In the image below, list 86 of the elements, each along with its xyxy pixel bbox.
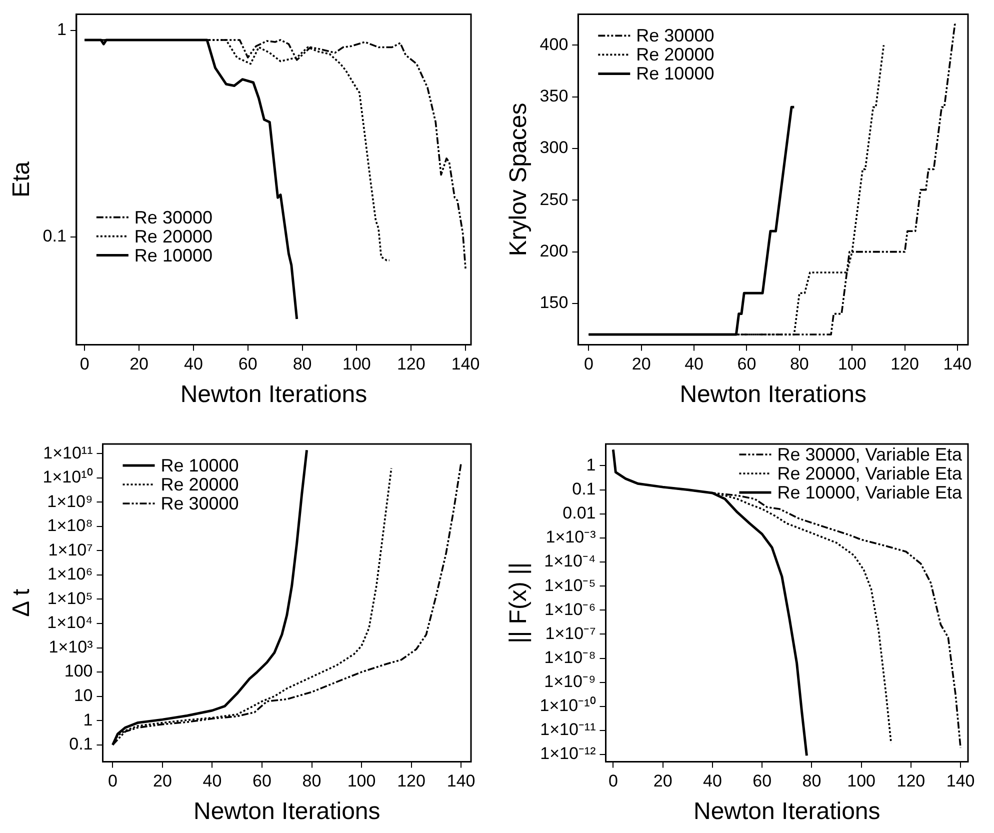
legend-label: Re 20000, Variable Eta: [777, 463, 963, 484]
y-tick-label: 1×10⁻¹⁰: [540, 696, 596, 716]
y-tick-label: 350: [540, 86, 568, 106]
y-tick-label: 0.01: [562, 504, 596, 523]
legend-label: Re 20000: [160, 474, 239, 494]
y-tick-label: 1×10⁻⁸: [544, 648, 596, 667]
legend-label: Re 30000: [160, 493, 239, 514]
y-tick-label: 1×10⁻¹¹: [540, 720, 596, 740]
x-tick-label: 60: [252, 772, 272, 791]
legend-label: Re 20000: [636, 44, 714, 65]
x-axis-title: Newton Iterations: [693, 798, 880, 826]
y-tick-label: 1: [56, 20, 66, 40]
y-tick-label: 1×10⁷: [48, 540, 93, 560]
legend-label: Re 30000: [636, 26, 714, 46]
y-tick-label: 300: [540, 138, 568, 158]
y-tick-label: 1×10⁻⁵: [544, 576, 596, 595]
legend-label: Re 10000: [160, 455, 239, 476]
x-tick-label: 80: [292, 354, 312, 374]
x-tick-label: 20: [632, 354, 651, 374]
x-tick-label: 100: [838, 354, 866, 374]
x-tick-label: 0: [584, 354, 594, 374]
x-tick-label: 0: [108, 772, 118, 791]
legend-label: Re 10000: [636, 64, 714, 84]
y-tick-label: 200: [540, 242, 568, 261]
x-tick-label: 120: [896, 772, 926, 791]
y-tick-label: 1×10¹¹: [43, 443, 94, 462]
x-tick-label: 80: [302, 772, 322, 791]
y-axis-title: Eta: [8, 160, 36, 198]
y-tick-label: 1×10⁵: [47, 588, 93, 608]
y-tick-label: 150: [540, 293, 568, 312]
y-tick-label: 1×10⁻⁶: [544, 600, 596, 619]
legend-label: Re 10000: [134, 245, 213, 266]
legend-label: Re 20000: [134, 226, 213, 246]
x-tick-label: 140: [451, 354, 480, 374]
y-axis-title: Δ t: [8, 588, 36, 617]
x-tick-label: 100: [342, 354, 371, 374]
y-tick-label: 400: [540, 34, 568, 54]
y-tick-label: 0.1: [42, 226, 66, 246]
y-tick-label: 250: [540, 190, 568, 209]
x-tick-label: 80: [802, 772, 822, 791]
x-tick-label: 40: [702, 772, 722, 791]
x-tick-label: 60: [238, 354, 258, 374]
y-tick-label: 1×10⁻⁷: [545, 624, 596, 643]
y-tick-label: 1×10⁸: [47, 516, 93, 536]
y-tick-label: 10: [74, 686, 93, 705]
x-tick-label: 80: [790, 354, 809, 374]
y-tick-label: 0.1: [69, 734, 93, 754]
y-tick-label: 1×10⁻¹²: [540, 744, 596, 764]
y-tick-label: 1: [586, 455, 596, 474]
x-tick-label: 140: [946, 772, 975, 791]
x-tick-label: 40: [202, 772, 222, 791]
x-tick-label: 120: [890, 354, 919, 374]
legend-label: Re 10000, Variable Eta: [777, 482, 963, 502]
x-tick-label: 20: [153, 772, 172, 791]
x-tick-label: 140: [943, 354, 972, 374]
x-tick-label: 20: [653, 772, 672, 791]
legend-label: Re 30000: [134, 207, 213, 228]
y-tick-label: 1×10⁴: [47, 613, 93, 632]
y-tick-label: 1×10¹⁰: [42, 468, 93, 487]
x-tick-label: 60: [737, 354, 756, 374]
x-tick-label: 0: [80, 354, 90, 374]
y-tick-label: 100: [64, 662, 93, 681]
x-tick-label: 140: [446, 772, 476, 791]
x-tick-label: 0: [608, 772, 618, 791]
x-tick-label: 40: [684, 354, 704, 374]
x-tick-label: 100: [847, 772, 876, 791]
x-axis-title: Newton Iterations: [193, 798, 380, 826]
y-tick-label: 1×10³: [48, 637, 94, 656]
x-tick-label: 120: [397, 772, 426, 791]
x-tick-label: 60: [752, 772, 772, 791]
x-tick-label: 120: [396, 354, 426, 374]
y-tick-label: 1×10⁹: [47, 492, 93, 511]
y-axis-title: Krylov Spaces: [505, 102, 532, 256]
y-tick-label: 1×10⁶: [47, 564, 93, 584]
y-axis-title: || F(x) ||: [505, 562, 532, 644]
legend-label: Re 30000, Variable Eta: [777, 444, 963, 464]
y-tick-label: 1×10⁻⁹: [544, 672, 596, 692]
y-tick-label: 0.1: [572, 479, 596, 498]
x-axis-title: Newton Iterations: [680, 381, 866, 408]
y-tick-label: 1: [83, 710, 93, 730]
x-tick-label: 100: [347, 772, 376, 791]
y-tick-label: 1×10⁻⁴: [544, 552, 596, 571]
x-axis-title: Newton Iterations: [180, 381, 368, 408]
y-tick-label: 1×10⁻³: [546, 528, 596, 547]
x-tick-label: 20: [130, 354, 148, 374]
x-tick-label: 40: [184, 354, 203, 374]
